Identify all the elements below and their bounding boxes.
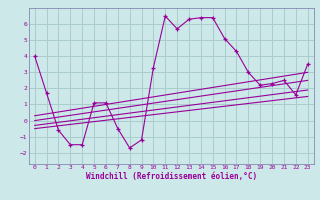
X-axis label: Windchill (Refroidissement éolien,°C): Windchill (Refroidissement éolien,°C): [86, 172, 257, 181]
